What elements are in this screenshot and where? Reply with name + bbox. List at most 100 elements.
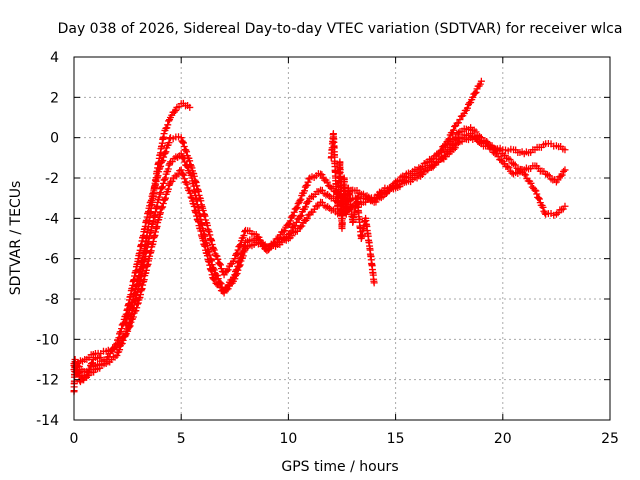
data-point <box>81 373 89 381</box>
data-point <box>179 170 187 178</box>
data-point <box>164 165 172 173</box>
data-point <box>497 156 505 164</box>
data-point <box>117 338 125 346</box>
x-tick-label: 5 <box>177 431 186 447</box>
data-point <box>161 174 169 182</box>
data-point <box>177 134 185 142</box>
x-ticks: 0 5 10 15 20 25 <box>70 57 619 447</box>
data-point <box>298 222 306 230</box>
data-point <box>159 200 167 208</box>
data-point <box>124 327 132 335</box>
data-point <box>520 170 528 178</box>
data-point <box>180 155 188 163</box>
data-point <box>451 144 459 152</box>
data-point <box>445 135 453 143</box>
data-point <box>477 77 485 85</box>
data-point <box>302 203 310 211</box>
data-point <box>127 302 135 310</box>
y-tick-label: 2 <box>50 90 59 106</box>
data-point <box>297 211 305 219</box>
data-point <box>158 183 166 191</box>
data-point <box>471 89 479 97</box>
data-point <box>179 138 187 146</box>
data-point <box>179 154 187 162</box>
data-point <box>290 208 298 216</box>
data-point <box>454 139 462 147</box>
data-point <box>121 319 129 327</box>
data-point <box>177 166 185 174</box>
y-tick-label: -8 <box>45 292 59 308</box>
data-point <box>318 171 326 179</box>
data-point <box>305 197 313 205</box>
data-point <box>133 300 141 308</box>
data-point <box>522 171 530 179</box>
data-point <box>179 139 187 147</box>
x-tick-label: 25 <box>601 431 619 447</box>
data-point <box>303 181 311 189</box>
data-point <box>437 146 445 154</box>
data-point <box>113 351 121 359</box>
data-point <box>561 146 569 154</box>
data-point <box>296 197 304 205</box>
data-point <box>122 318 130 326</box>
data-point <box>183 161 191 169</box>
data-point <box>561 202 569 210</box>
data-point <box>450 145 458 153</box>
data-point <box>240 232 248 240</box>
data-point <box>535 194 543 202</box>
data-point <box>156 210 164 218</box>
x-tick-label: 20 <box>494 431 512 447</box>
data-point <box>231 275 239 283</box>
data-point <box>161 196 169 204</box>
plot-frame <box>73 56 611 421</box>
y-tick-label: -4 <box>45 211 59 227</box>
data-point <box>183 163 191 171</box>
data-point <box>180 171 188 179</box>
data-point <box>296 213 304 221</box>
data-point <box>186 157 194 165</box>
data-point <box>234 246 242 254</box>
data-point <box>541 209 549 217</box>
data-point <box>129 313 137 321</box>
data-point <box>535 195 543 203</box>
data-point <box>164 185 172 193</box>
data-point <box>165 161 173 169</box>
data-point <box>303 215 311 223</box>
data-point <box>554 176 562 184</box>
data-point <box>454 129 462 137</box>
data-point <box>289 211 297 219</box>
data-point <box>164 121 172 129</box>
data-point <box>533 190 541 198</box>
data-point <box>118 325 126 333</box>
data-point <box>156 190 164 198</box>
data-point <box>532 187 540 195</box>
data-point <box>286 217 294 225</box>
data-point <box>182 179 190 187</box>
data-point <box>561 166 569 174</box>
data-point <box>161 194 169 202</box>
data-point <box>209 275 217 283</box>
data-point <box>234 266 242 274</box>
data-point <box>233 249 241 257</box>
data-points <box>70 77 569 396</box>
data-point <box>304 178 312 186</box>
y-tick-label: -6 <box>45 252 59 268</box>
data-point <box>313 202 321 210</box>
data-point <box>236 261 244 269</box>
data-point <box>211 276 219 284</box>
data-point <box>186 189 194 197</box>
data-point <box>292 205 300 213</box>
data-point <box>187 193 195 201</box>
data-point <box>216 283 224 291</box>
data-point <box>296 223 304 231</box>
data-point <box>449 126 457 134</box>
data-point <box>531 186 539 194</box>
data-point <box>156 209 164 217</box>
data-point <box>158 204 166 212</box>
chart-title: Day 038 of 2026, Sidereal Day-to-day VTE… <box>58 21 623 37</box>
data-point <box>231 255 239 263</box>
data-point <box>126 322 134 330</box>
data-point <box>503 163 511 171</box>
data-point <box>86 365 94 373</box>
